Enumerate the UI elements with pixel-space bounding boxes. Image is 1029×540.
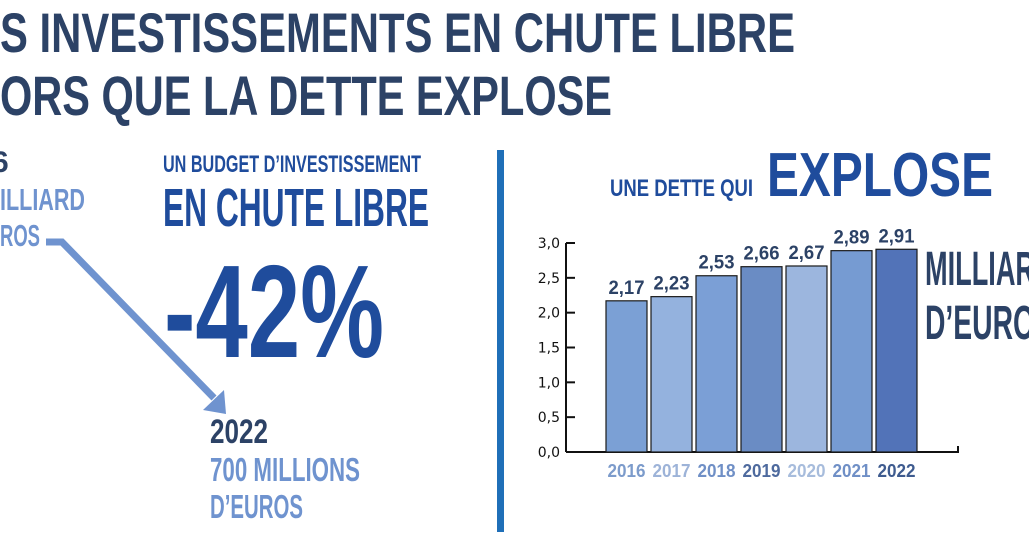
bar-2016 xyxy=(605,300,648,453)
x-tick-label: 2020 xyxy=(788,461,826,481)
x-tick-label: 2021 xyxy=(833,461,871,481)
divider xyxy=(497,150,504,532)
header-line2: ORS QUE LA DETTE EXPLOSE xyxy=(0,64,612,127)
y-tick-label: 2,0 xyxy=(538,306,560,322)
y-tick-label: 3,0 xyxy=(538,236,560,252)
x-tick-label: 2018 xyxy=(698,461,736,481)
end-value-line2: D’EUROS xyxy=(210,488,303,525)
y-tick-label: 2,5 xyxy=(538,271,560,287)
change-percent: -42% xyxy=(164,238,384,385)
start-value-line2: ROS xyxy=(0,218,40,253)
bar-2020 xyxy=(785,265,828,453)
headline: EN CHUTE LIBRE xyxy=(163,178,429,238)
y-tick-label: 0,0 xyxy=(538,445,560,461)
value-label: 2,67 xyxy=(789,243,825,264)
bar-2019 xyxy=(740,266,783,453)
header-line1: S INVESTISSEMENTS EN CHUTE LIBRE xyxy=(0,1,795,64)
value-label: 2,66 xyxy=(744,244,780,265)
bar-2021 xyxy=(830,250,873,453)
end-value-line1: 700 MILLIONS xyxy=(210,451,360,488)
unit-line2: D’EURO xyxy=(925,297,1029,350)
start-value-line1: ILLIARD xyxy=(0,182,85,217)
end-year: 2022 xyxy=(210,413,268,451)
bar-2018 xyxy=(695,275,738,453)
value-label: 2,53 xyxy=(699,253,735,274)
bar-2022 xyxy=(875,248,918,453)
x-tick-label: 2022 xyxy=(878,461,916,481)
y-tick-label: 1,0 xyxy=(538,375,560,391)
unit-line1: MILLIAR xyxy=(925,243,1029,296)
y-tick-label: 1,5 xyxy=(538,341,560,357)
x-tick-label: 2016 xyxy=(608,461,646,481)
y-tick-label: 0,5 xyxy=(538,410,560,426)
chart-title-small: UNE DETTE QUI xyxy=(610,175,753,202)
chart-title-big: EXPLOSE xyxy=(767,141,993,210)
start-year: 6 xyxy=(0,146,9,179)
x-tick-label: 2019 xyxy=(743,461,781,481)
x-tick-label: 2017 xyxy=(653,461,691,481)
kicker: UN BUDGET D’INVESTISSEMENT xyxy=(163,151,421,178)
value-label: 2,17 xyxy=(609,278,645,299)
bar-chart: 0,0 0,5 1,0 1,5 2,0 2,5 3,0 2,17 2016 2,23 2017 2,5… xyxy=(538,226,959,481)
bar-2017 xyxy=(650,296,693,453)
down-arrow-icon xyxy=(46,238,226,414)
value-label: 2,23 xyxy=(654,274,690,295)
value-label: 2,89 xyxy=(834,228,870,249)
value-label: 2,91 xyxy=(879,226,915,247)
